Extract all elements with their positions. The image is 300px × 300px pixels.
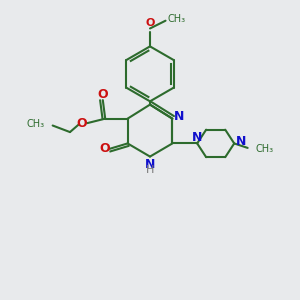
Text: CH₃: CH₃ [26, 119, 44, 129]
Text: N: N [236, 135, 246, 148]
Text: CH₃: CH₃ [255, 143, 273, 154]
Text: N: N [174, 110, 184, 123]
Text: O: O [97, 88, 107, 101]
Text: O: O [76, 117, 87, 130]
Text: H: H [146, 165, 154, 175]
Text: CH₃: CH₃ [168, 14, 186, 24]
Text: O: O [99, 142, 110, 155]
Text: O: O [145, 19, 155, 28]
Text: N: N [192, 131, 202, 144]
Text: N: N [145, 158, 155, 170]
